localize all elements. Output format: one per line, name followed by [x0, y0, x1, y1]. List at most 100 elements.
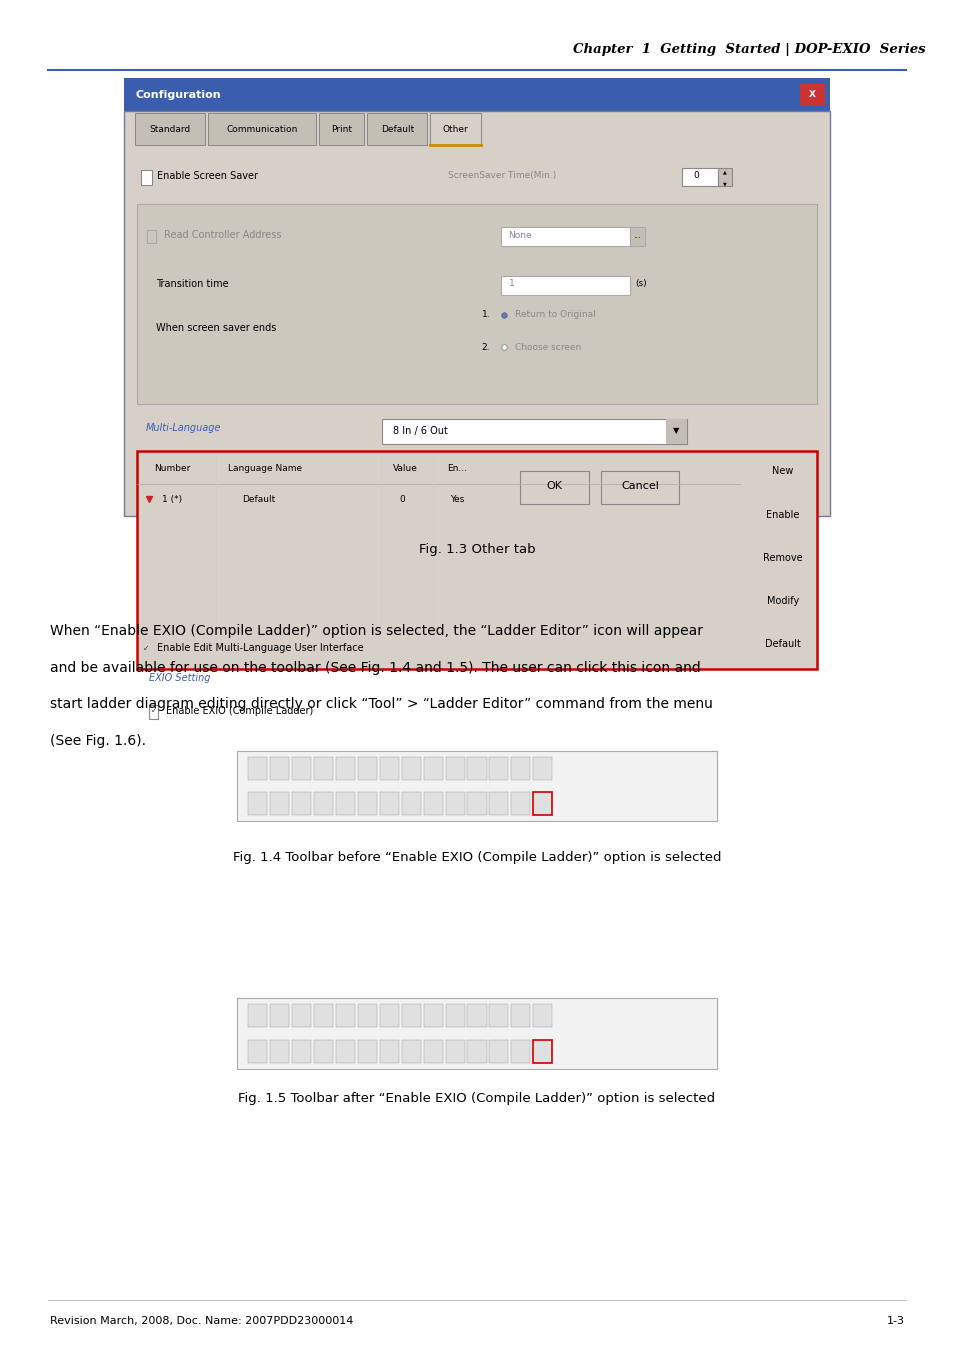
Bar — [357, 757, 376, 781]
Bar — [489, 792, 508, 816]
Text: 1: 1 — [508, 280, 514, 288]
Text: Value: Value — [393, 463, 417, 473]
Bar — [137, 453, 740, 623]
Bar — [500, 276, 629, 295]
Bar — [445, 1005, 464, 1027]
Text: When “Enable EXIO (Compile Ladder)” option is selected, the “Ladder Editor” icon: When “Enable EXIO (Compile Ladder)” opti… — [50, 624, 701, 638]
Text: ▼: ▼ — [673, 427, 679, 435]
Bar — [489, 757, 508, 781]
Text: Multi-Language: Multi-Language — [146, 423, 221, 432]
Text: Enable Screen Saver: Enable Screen Saver — [157, 170, 258, 181]
Text: En...: En... — [447, 463, 467, 473]
Bar — [500, 227, 629, 246]
Text: Read Controller Address: Read Controller Address — [164, 230, 281, 240]
Bar — [511, 792, 530, 816]
Bar — [519, 471, 588, 504]
Text: 1 (*): 1 (*) — [162, 494, 182, 504]
Bar — [236, 998, 717, 1069]
Bar — [137, 204, 816, 404]
Bar — [135, 113, 205, 145]
Bar — [292, 1040, 311, 1062]
Text: Modify: Modify — [766, 596, 798, 607]
Bar — [467, 792, 486, 816]
Text: ✓: ✓ — [143, 644, 149, 653]
Text: Choose screen: Choose screen — [515, 343, 580, 351]
Bar — [141, 170, 152, 185]
Text: Print: Print — [331, 124, 352, 134]
Text: 8 In / 6 Out: 8 In / 6 Out — [393, 426, 448, 436]
Text: Return to Original: Return to Original — [515, 311, 596, 319]
Bar — [137, 453, 740, 484]
Bar — [533, 1005, 552, 1027]
Text: Standard: Standard — [150, 124, 191, 134]
Bar — [401, 792, 420, 816]
Text: Default: Default — [764, 639, 800, 650]
Bar — [681, 168, 718, 186]
Text: Cancel: Cancel — [620, 481, 659, 492]
Bar — [401, 1005, 420, 1027]
Text: ...: ... — [633, 231, 640, 239]
Bar — [248, 1005, 267, 1027]
Bar — [401, 1040, 420, 1062]
Text: Communication: Communication — [226, 124, 297, 134]
Text: When screen saver ends: When screen saver ends — [156, 323, 276, 334]
Text: OK: OK — [546, 481, 561, 492]
Text: start ladder diagram editing directly or click “Tool” > “Ladder Editor” command : start ladder diagram editing directly or… — [50, 697, 712, 711]
Text: and be available for use on the toolbar (See Fig. 1.4 and 1.5). The user can cli: and be available for use on the toolbar … — [50, 661, 700, 674]
Bar — [511, 1005, 530, 1027]
Bar — [752, 585, 812, 617]
Bar — [445, 757, 464, 781]
Text: Fig. 1.4 Toolbar before “Enable EXIO (Compile Ladder)” option is selected: Fig. 1.4 Toolbar before “Enable EXIO (Co… — [233, 851, 720, 865]
Bar — [445, 792, 464, 816]
Bar — [533, 1040, 552, 1062]
Bar — [423, 1005, 442, 1027]
Bar — [533, 792, 552, 816]
Text: X: X — [808, 91, 816, 99]
Text: Enable: Enable — [765, 509, 799, 520]
Bar — [379, 1040, 398, 1062]
Text: (s): (s) — [635, 280, 646, 288]
Bar — [445, 1040, 464, 1062]
Bar — [270, 1005, 289, 1027]
Text: Enable EXIO (Compile Ladder): Enable EXIO (Compile Ladder) — [166, 705, 313, 716]
Text: Default: Default — [242, 494, 275, 504]
Text: Fig. 1.3 Other tab: Fig. 1.3 Other tab — [418, 543, 535, 557]
Bar — [314, 757, 333, 781]
Bar — [335, 757, 355, 781]
Bar — [752, 455, 812, 488]
Bar — [367, 113, 427, 145]
Text: 0: 0 — [693, 172, 699, 180]
Bar — [147, 230, 156, 243]
Bar — [800, 84, 824, 105]
Bar — [511, 757, 530, 781]
Text: ▲: ▲ — [722, 169, 726, 174]
Bar — [318, 113, 364, 145]
Bar — [335, 1040, 355, 1062]
Text: ▼: ▼ — [722, 181, 726, 186]
Bar — [379, 757, 398, 781]
Bar — [248, 792, 267, 816]
Bar — [335, 792, 355, 816]
Bar — [629, 227, 644, 246]
Text: Enable Edit Multi-Language User Interface: Enable Edit Multi-Language User Interfac… — [157, 643, 364, 654]
Bar — [379, 792, 398, 816]
Bar — [124, 111, 829, 516]
Bar — [533, 757, 552, 781]
Bar — [665, 419, 686, 444]
Bar — [357, 1005, 376, 1027]
Bar — [314, 1005, 333, 1027]
Bar — [248, 1040, 267, 1062]
Text: 2.: 2. — [481, 343, 490, 351]
Bar — [357, 792, 376, 816]
Text: New: New — [771, 466, 793, 477]
Bar — [270, 757, 289, 781]
Text: ScreenSaver Time(Min.): ScreenSaver Time(Min.) — [448, 172, 556, 180]
Text: 0: 0 — [399, 494, 405, 504]
Text: Default: Default — [380, 124, 414, 134]
Bar — [600, 471, 679, 504]
Bar — [423, 1040, 442, 1062]
Bar — [292, 1005, 311, 1027]
Text: Remove: Remove — [762, 553, 801, 563]
Text: EXIO Setting: EXIO Setting — [149, 673, 210, 682]
Bar — [137, 515, 740, 623]
